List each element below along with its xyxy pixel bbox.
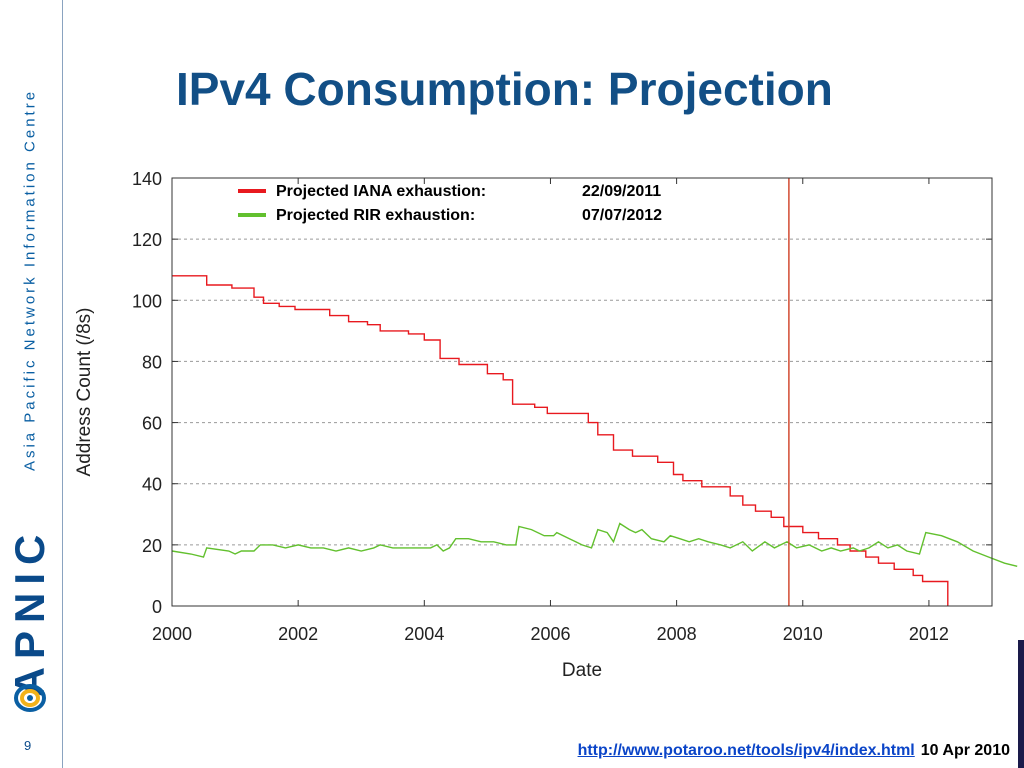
plot-frame [171, 177, 993, 607]
x-tick-label: 2004 [404, 624, 444, 644]
apnic-logo-icon [14, 684, 46, 712]
footer-date: 10 Apr 2010 [920, 742, 1010, 759]
y-tick-label: 40 [142, 475, 162, 495]
source-link[interactable]: http://www.potaroo.net/tools/ipv4/index.… [577, 742, 915, 759]
x-tick-label: 2006 [530, 624, 570, 644]
legend-date-iana: 22/09/2011 [582, 183, 661, 200]
series-group [171, 275, 1018, 606]
series-line-rir [171, 522, 1018, 567]
page-number: 9 [24, 738, 32, 753]
y-tick-label: 0 [152, 597, 162, 617]
y-tick-label: 120 [132, 230, 162, 250]
x-tick-label: 2012 [909, 624, 949, 644]
legend-label-iana: Projected IANA exhaustion: [276, 183, 486, 200]
sidebar: Asia Pacific Network Information Centre … [0, 0, 63, 768]
y-tick-label: 20 [142, 536, 162, 556]
y-tick-label: 60 [142, 414, 162, 434]
legend-label-rir: Projected RIR exhaustion: [276, 207, 475, 224]
x-axis-label: Date [562, 660, 602, 681]
x-tick-label: 2000 [152, 624, 192, 644]
org-full-name: Asia Pacific Network Information Centre [21, 88, 39, 472]
x-tick-label: 2010 [783, 624, 823, 644]
x-tick-label: 2002 [278, 624, 318, 644]
right-edge-bar [1018, 640, 1024, 768]
x-tick-label: 2008 [657, 624, 697, 644]
apnic-logo-text: APNIC [6, 526, 53, 698]
footer: http://www.potaroo.net/tools/ipv4/index.… [578, 742, 1010, 760]
y-tick-label: 80 [142, 352, 162, 372]
y-tick-label: 140 [132, 169, 162, 189]
chart: 0 20 40 60 80 100 120 140 2000 2002 2004 2006 2008 20… [74, 169, 1018, 681]
ticks: 0 20 40 60 80 100 120 140 2000 2002 2004 2006 2008 20… [132, 169, 992, 644]
series-line-iana [172, 275, 949, 606]
y-axis-label: Address Count (/8s) [74, 308, 95, 477]
grid [172, 238, 992, 546]
legend: Projected IANA exhaustion: 22/09/2011 Pr… [238, 183, 662, 224]
y-tick-label: 100 [132, 291, 162, 311]
slide-title: IPv4 Consumption: Projection [176, 63, 833, 115]
legend-date-rir: 07/07/2012 [582, 207, 662, 224]
